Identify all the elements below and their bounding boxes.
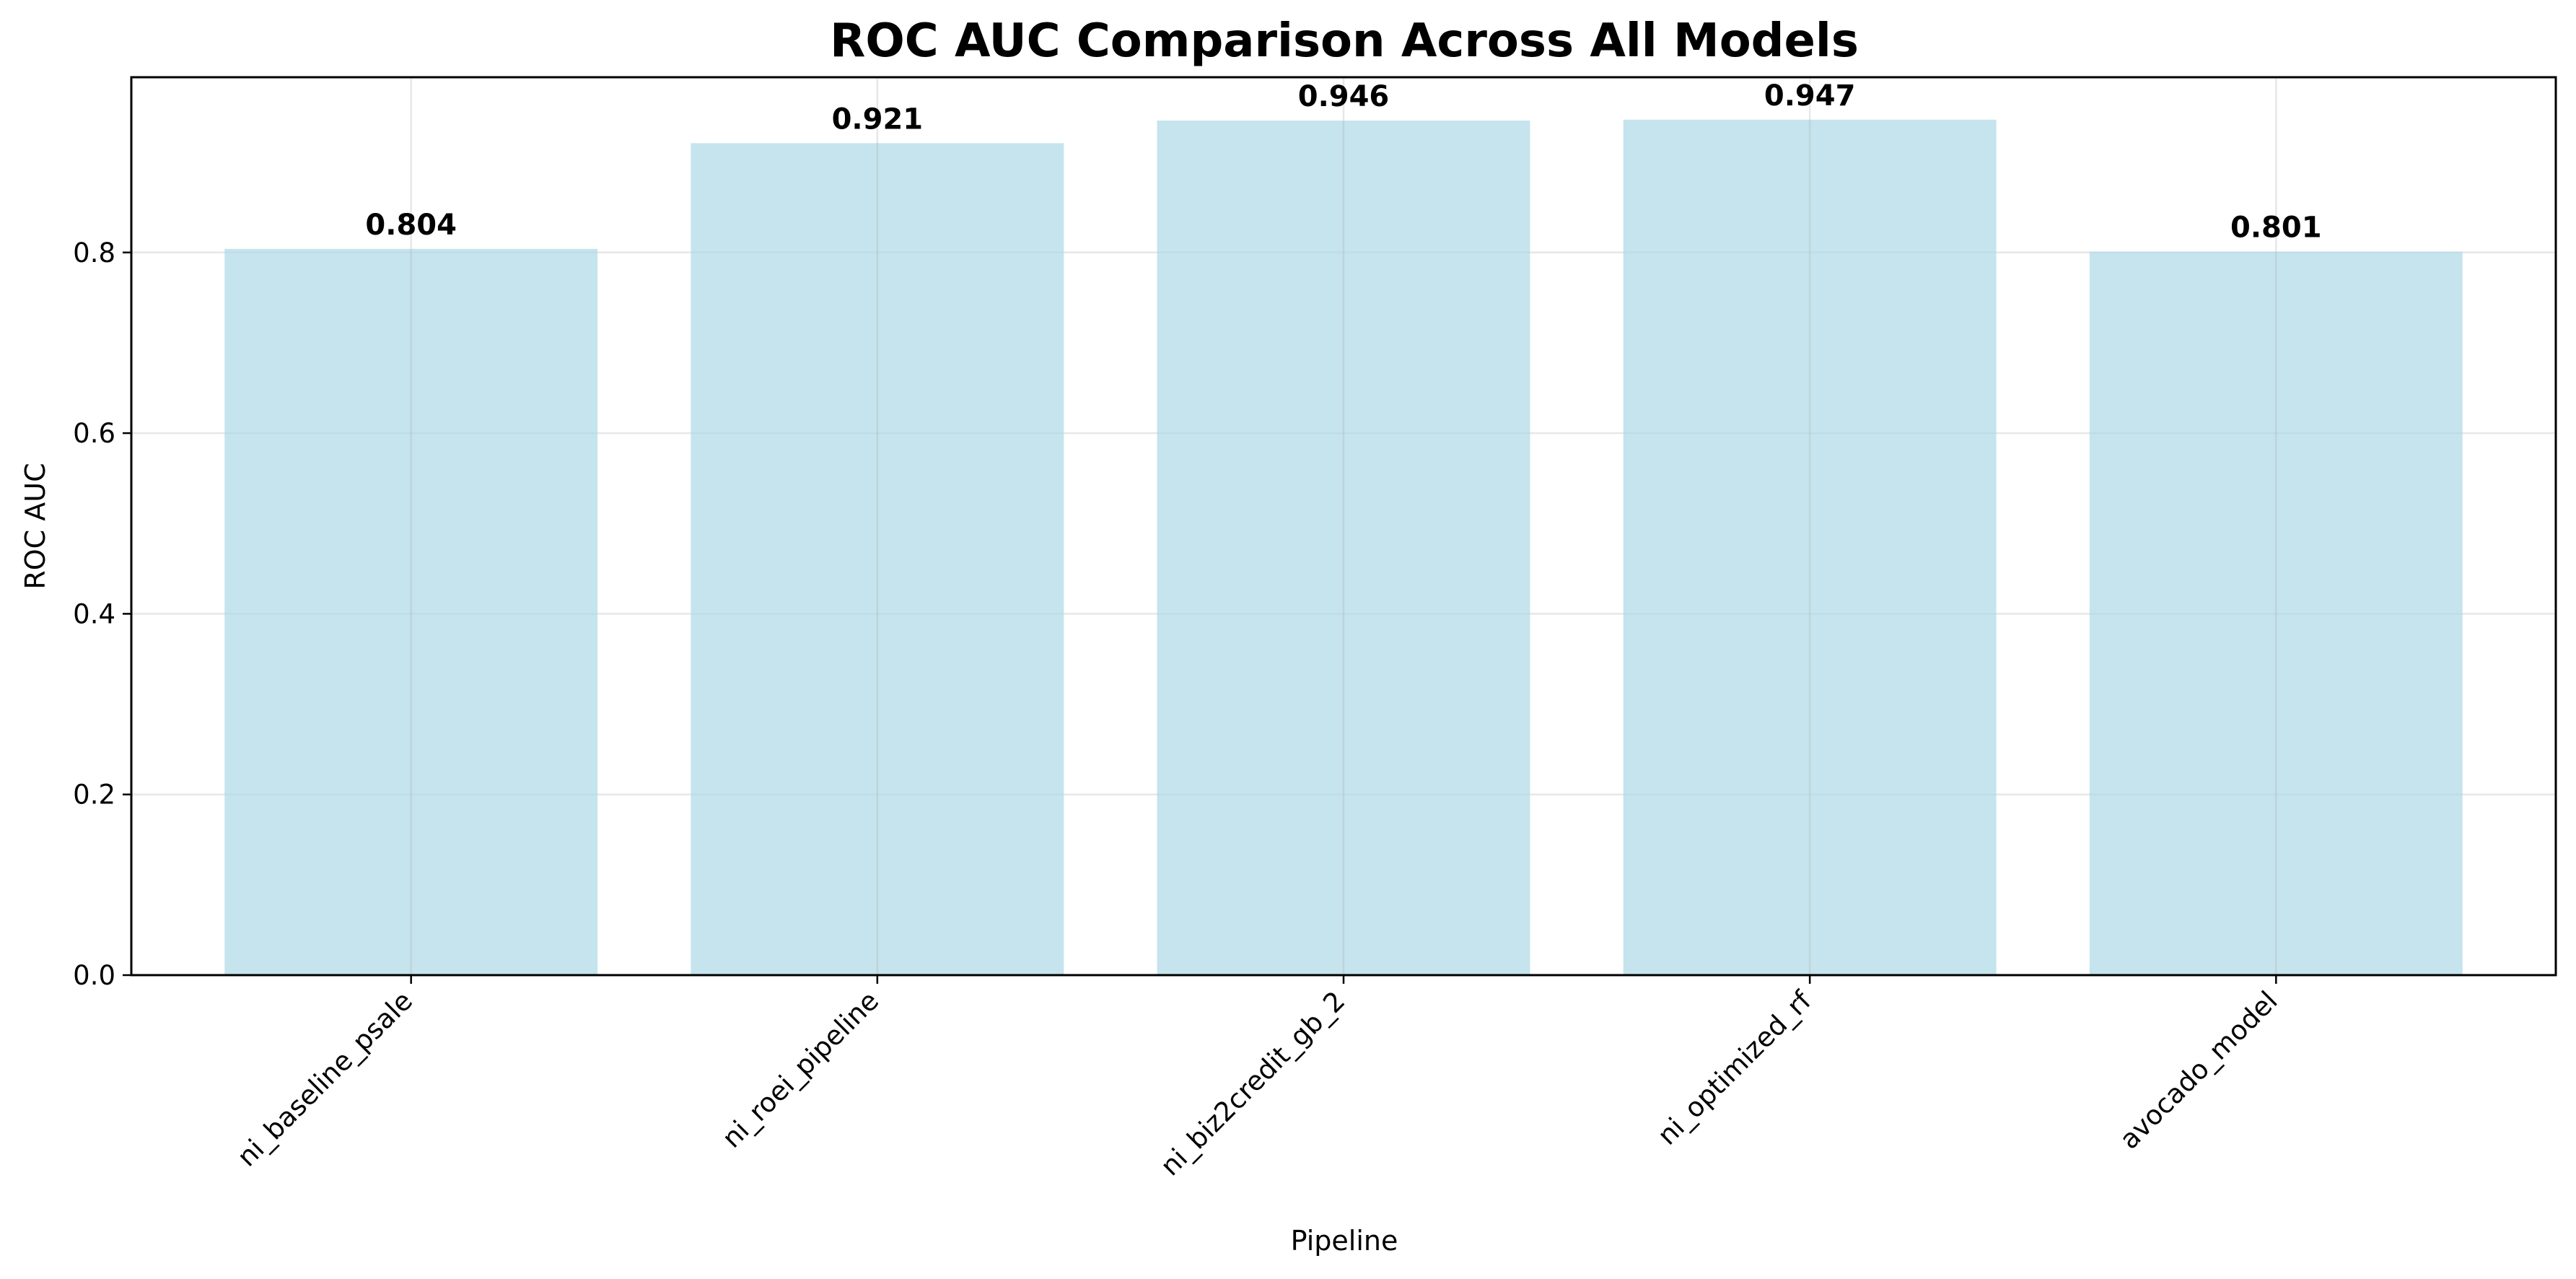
bar-ni_biz2credit_gb_2 (1157, 121, 1530, 976)
bar-avocado_model (2089, 251, 2463, 975)
y-tick-label: 0.0 (73, 960, 115, 991)
vertical-grid-layer (410, 77, 2277, 975)
data-label-ni_optimized_rf: 0.947 (1764, 79, 1856, 113)
y-axis-ticks: 0.0 0.2 0.4 0.6 0.8 (73, 237, 131, 991)
y-tick-label: 0.2 (73, 780, 115, 811)
y-tick-label: 0.6 (73, 418, 115, 449)
data-labels: 0.804 0.921 0.946 0.947 0.801 (365, 79, 2321, 245)
y-axis-label: ROC AUC (19, 463, 51, 589)
x-tick-label: ni_baseline_psale (231, 985, 419, 1173)
x-tick-label: ni_biz2credit_gb_2 (1155, 985, 1351, 1182)
x-axis-label: Pipeline (1291, 1225, 1398, 1257)
data-label-ni_biz2credit_gb_2: 0.946 (1298, 80, 1390, 113)
bar-ni_roei_pipeline (691, 143, 1064, 976)
bar-layer (224, 119, 2463, 976)
data-label-avocado_model: 0.801 (2230, 211, 2322, 245)
data-label-ni_baseline_psale: 0.804 (365, 209, 457, 242)
x-tick-label: avocado_model (2113, 985, 2284, 1156)
bar-ni_optimized_rf (1623, 119, 1997, 975)
bar-ni_baseline_psale (224, 248, 598, 975)
x-tick-label: ni_roei_pipeline (716, 985, 885, 1154)
y-tick-label: 0.4 (73, 598, 115, 629)
data-label-ni_roei_pipeline: 0.921 (832, 102, 924, 136)
y-tick-label: 0.8 (73, 237, 115, 269)
x-axis-ticks: ni_baseline_psale ni_roei_pipeline ni_biz2… (231, 975, 2284, 1182)
x-tick-label: ni_optimized_rf (1652, 985, 1818, 1151)
chart-title: ROC AUC Comparison Across All Models (830, 14, 1859, 68)
